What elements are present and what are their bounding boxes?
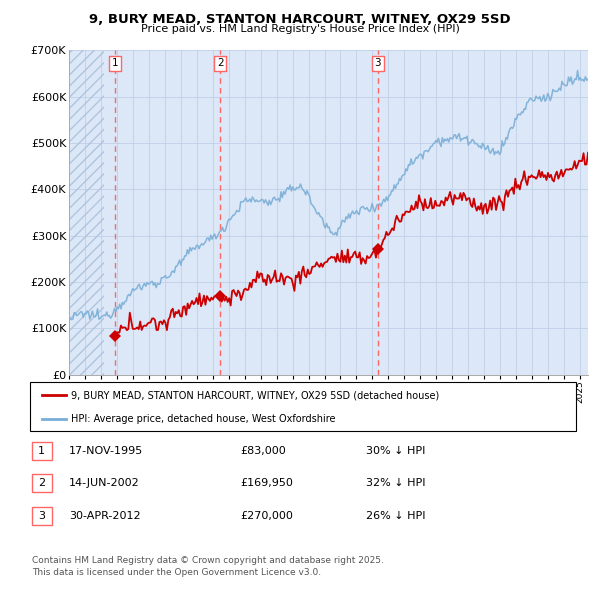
Text: 17-NOV-1995: 17-NOV-1995	[69, 446, 143, 455]
Text: 2: 2	[217, 58, 224, 68]
Text: £169,950: £169,950	[240, 478, 293, 488]
Text: 9, BURY MEAD, STANTON HARCOURT, WITNEY, OX29 5SD: 9, BURY MEAD, STANTON HARCOURT, WITNEY, …	[89, 13, 511, 26]
Text: 14-JUN-2002: 14-JUN-2002	[69, 478, 140, 488]
Text: 3: 3	[374, 58, 381, 68]
Text: 30-APR-2012: 30-APR-2012	[69, 511, 140, 520]
Text: £83,000: £83,000	[240, 446, 286, 455]
Text: HPI: Average price, detached house, West Oxfordshire: HPI: Average price, detached house, West…	[71, 414, 335, 424]
Text: 30% ↓ HPI: 30% ↓ HPI	[366, 446, 425, 455]
Text: Price paid vs. HM Land Registry's House Price Index (HPI): Price paid vs. HM Land Registry's House …	[140, 24, 460, 34]
Text: Contains HM Land Registry data © Crown copyright and database right 2025.
This d: Contains HM Land Registry data © Crown c…	[32, 556, 383, 577]
Bar	[69, 50, 104, 375]
Text: 32% ↓ HPI: 32% ↓ HPI	[366, 478, 425, 488]
Text: 1: 1	[38, 446, 45, 455]
Text: £270,000: £270,000	[240, 511, 293, 520]
Text: 1: 1	[112, 58, 118, 68]
Bar	[69, 50, 104, 375]
Text: 9, BURY MEAD, STANTON HARCOURT, WITNEY, OX29 5SD (detached house): 9, BURY MEAD, STANTON HARCOURT, WITNEY, …	[71, 391, 439, 401]
Text: 3: 3	[38, 511, 45, 520]
Text: 2: 2	[38, 478, 45, 488]
Text: 26% ↓ HPI: 26% ↓ HPI	[366, 511, 425, 520]
